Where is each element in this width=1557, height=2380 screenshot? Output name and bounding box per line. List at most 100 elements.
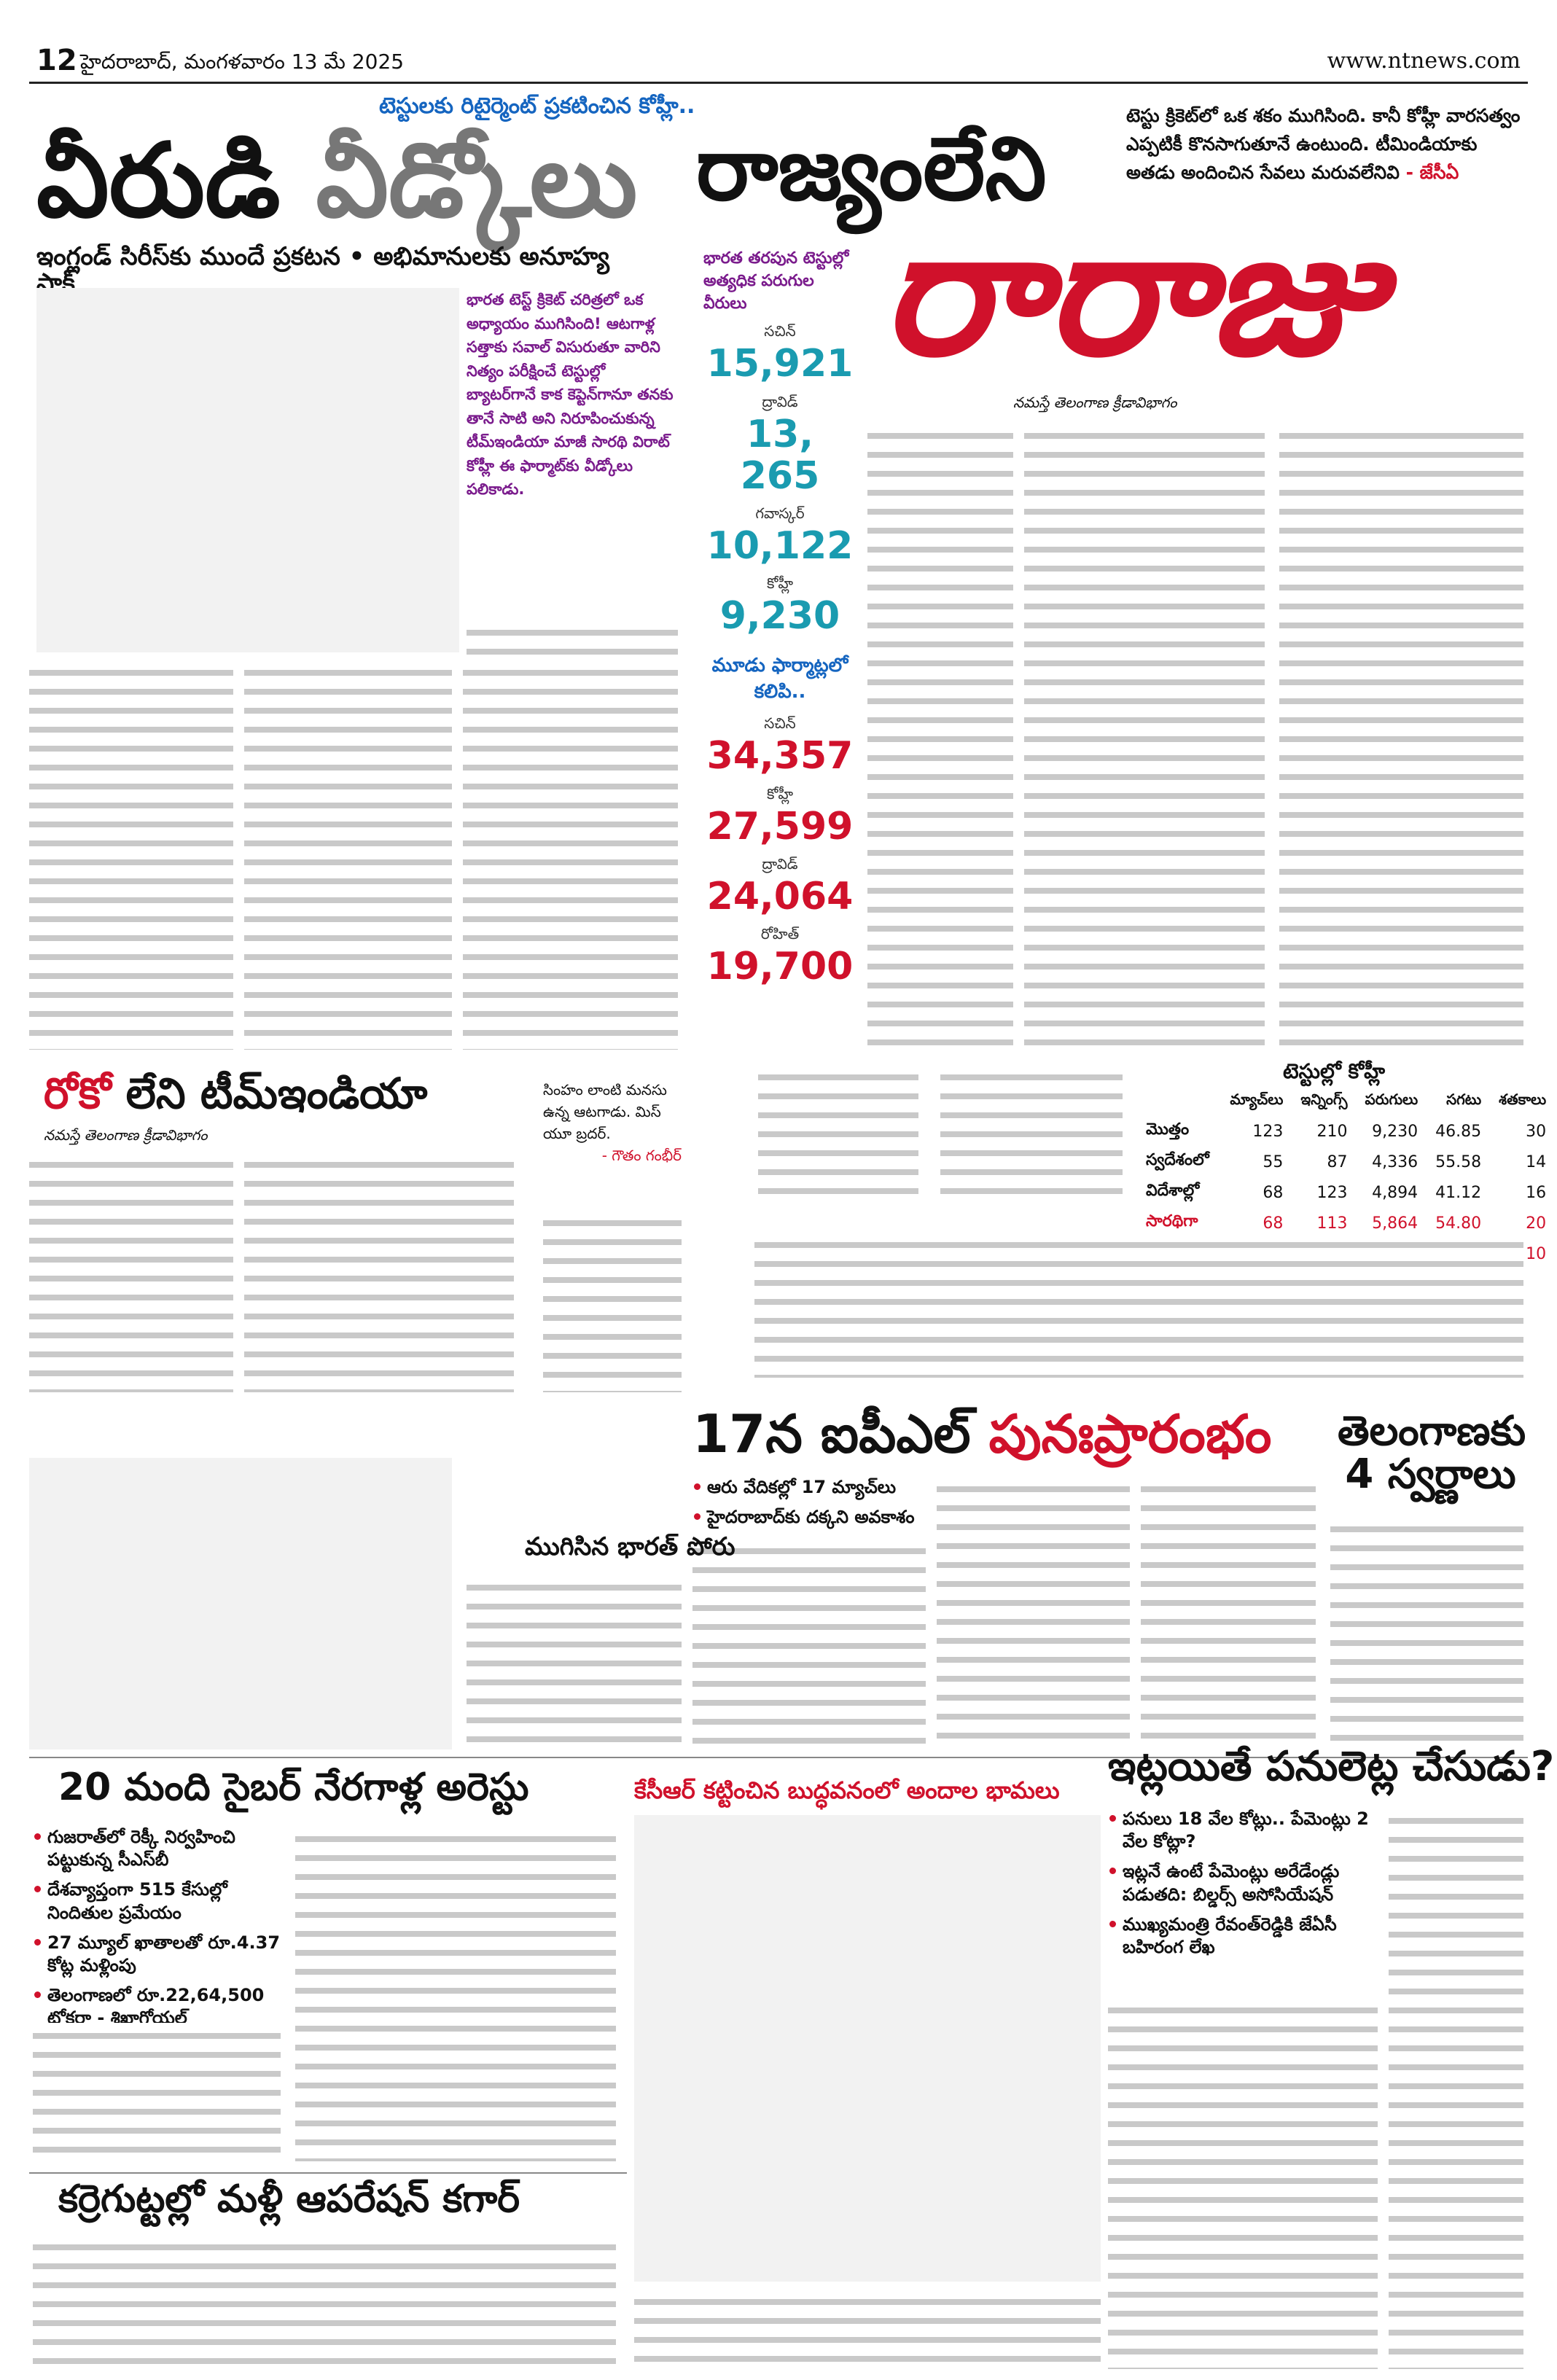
subhead: ఇంగ్లండ్ సిరీస్‌కు ముందే ప్రకటన • అభిమాన… bbox=[36, 242, 609, 297]
photo-area bbox=[29, 1458, 452, 1749]
table-row: మొత్తం 123 210 9,230 46.85 30 bbox=[1137, 1116, 1555, 1147]
body-text bbox=[244, 660, 452, 1050]
stat-runs: 13, 265 bbox=[740, 412, 820, 498]
feature-headline: రారాజు bbox=[882, 190, 1380, 394]
body-text bbox=[1108, 1997, 1378, 2369]
stats-box: భారత తరపున టెస్టుల్లో అత్యధిక పరుగుల వీర… bbox=[703, 248, 856, 988]
column-header: శతకాలు bbox=[1499, 1090, 1547, 1108]
quote-source: - గౌతం గంభీర్ bbox=[601, 1147, 682, 1164]
dateline: హైదరాబాద్, మంగళవారం 13 మే 2025 bbox=[80, 50, 405, 74]
table-cell: 123 bbox=[1252, 1122, 1284, 1141]
bullet: పనులు 18 వేల కోట్లు.. పేమెంట్లు 2 వేల కో… bbox=[1108, 1808, 1381, 1853]
body-text bbox=[467, 1575, 682, 1749]
table-cell: సారథిగా bbox=[1146, 1212, 1198, 1230]
table-cell: 54.80 bbox=[1435, 1214, 1482, 1233]
stat-name: సచిన్ bbox=[764, 322, 796, 340]
lead-intro: భారత టెస్ట్ క్రికెట్ చరిత్రలో ఒక అధ్యాయం… bbox=[467, 291, 674, 499]
bharat-headline: ముగిసిన భారత్ పోరు bbox=[525, 1532, 735, 1561]
body-text bbox=[1024, 423, 1265, 1050]
column-header: ఇన్నింగ్స్ bbox=[1300, 1090, 1348, 1108]
works-bullets: పనులు 18 వేల కోట్లు.. పేమెంట్లు 2 వేల కో… bbox=[1108, 1808, 1381, 1966]
table-cell: 30 bbox=[1526, 1122, 1547, 1141]
stat-runs: 15,921 bbox=[706, 342, 854, 386]
ipl-headline: 17న ఐపీఎల్ పునఃప్రారంభం bbox=[692, 1406, 1271, 1462]
body-text bbox=[1330, 1516, 1523, 1749]
headline-part: లేని టీమ్‌ఇండియా bbox=[125, 1069, 428, 1118]
table-row: స్వదేశంలో 55 87 4,336 55.58 14 bbox=[1137, 1147, 1555, 1177]
table-cell: మొత్తం bbox=[1146, 1120, 1190, 1139]
cyber-headline: 20 మంది సైబర్ నేరగాళ్ల అరెస్టు bbox=[58, 1766, 529, 1809]
stat-name: కోహ్లీ bbox=[766, 574, 794, 593]
table-cell: 20 bbox=[1526, 1214, 1547, 1233]
table-cell: 210 bbox=[1316, 1122, 1348, 1141]
body-text bbox=[1141, 1476, 1316, 1749]
cyber-bullets: గుజరాత్‌లో రెక్కీ నిర్వహించి పట్టుకున్న … bbox=[33, 1826, 284, 2037]
table-cell: 41.12 bbox=[1435, 1183, 1482, 1202]
stat-runs: 9,230 bbox=[719, 594, 840, 639]
body-text bbox=[867, 423, 1013, 1050]
photo-area bbox=[634, 1815, 1101, 2282]
body-text bbox=[467, 620, 678, 656]
byline: నమస్తే తెలంగాణ క్రీడావిభాగం bbox=[44, 1126, 208, 1144]
stat-runs: 34,357 bbox=[706, 734, 854, 779]
lead-headline: వీరుడి వీడ్కోలు bbox=[36, 128, 637, 235]
stat-name: ద్రావిడ్ bbox=[762, 854, 798, 873]
table-cell: 123 bbox=[1316, 1183, 1348, 1202]
body-text bbox=[1279, 423, 1523, 1050]
feature-headline-top: రాజ్యంలేని bbox=[696, 119, 1047, 220]
body-text bbox=[29, 660, 233, 1050]
bullet: హైదరాబాద్‌కు దక్కని అవకాశం bbox=[692, 1506, 926, 1529]
works-headline: ఇట్లయితే పనులెట్ల చేసుడు? bbox=[1108, 1743, 1555, 1790]
bullet: గుజరాత్‌లో రెక్కీ నిర్వహించి పట్టుకున్న … bbox=[33, 1826, 284, 1871]
corner bbox=[1137, 1086, 1221, 1116]
stat-name: సచిన్ bbox=[764, 714, 796, 733]
stats-list: సచిన్ 34,357 కోహ్లీ 27,599 ద్రావిడ్ 24,064 రోహ… bbox=[703, 714, 856, 988]
headline-part: పునఃప్రారంభం bbox=[988, 1403, 1272, 1464]
headline-part: 4 స్వర్ణాలు bbox=[1345, 1450, 1516, 1498]
table-cell: 55 bbox=[1263, 1152, 1284, 1171]
body-text bbox=[463, 660, 678, 1050]
kicker: టెస్టులకు రిటైర్మెంట్ ప్రకటించిన కోహ్లీ.… bbox=[379, 93, 695, 119]
headline-part: 17న ఐపీఎల్ bbox=[692, 1403, 971, 1464]
table-cell: 4,336 bbox=[1372, 1152, 1419, 1171]
body-text bbox=[244, 1152, 514, 1392]
stat-runs: 24,064 bbox=[706, 874, 854, 918]
table-cell: 4,894 bbox=[1372, 1183, 1419, 1202]
body-text bbox=[543, 1210, 682, 1392]
body-text bbox=[1389, 1808, 1523, 2369]
photo-area bbox=[36, 288, 459, 652]
table-cell: 68 bbox=[1263, 1214, 1284, 1233]
table-cell: 55.58 bbox=[1435, 1152, 1482, 1171]
column-header: పరుగులు bbox=[1365, 1090, 1419, 1108]
body-text bbox=[33, 2234, 616, 2369]
table-cell: 113 bbox=[1316, 1214, 1348, 1233]
column-header: సగటు bbox=[1446, 1090, 1482, 1108]
kagar-headline: కర్రెగుట్టల్లో మళ్లీ ఆపరేషన్ కగార్ bbox=[58, 2177, 520, 2221]
table-cell: స్వదేశంలో bbox=[1146, 1151, 1209, 1169]
rule bbox=[29, 2172, 627, 2174]
headline-part: వీరుడి bbox=[36, 122, 281, 241]
table-header: మ్యాచ్‌లు ఇన్నింగ్స్ పరుగులు సగటు శతకాలు bbox=[1137, 1086, 1555, 1116]
stat-name: గవాస్కర్ bbox=[755, 504, 805, 522]
table-cell: 5,864 bbox=[1372, 1214, 1419, 1233]
body-text bbox=[29, 1152, 233, 1392]
body-text bbox=[295, 1826, 616, 2161]
bullet: ఇట్లనే ఉంటే పేమెంట్లు అరేడేండ్లు పడుతది:… bbox=[1108, 1860, 1381, 1905]
body-text bbox=[754, 1232, 1523, 1378]
byline: నమస్తే తెలంగాణ క్రీడావిభాగం bbox=[1013, 394, 1177, 411]
feature-quote: టెస్టు క్రికెట్‌లో ఒక శకం ముగిసింది. కాన… bbox=[1126, 102, 1523, 187]
bullet: ఆరు వేదికల్లో 17 మ్యాచ్‌లు bbox=[692, 1476, 926, 1499]
stat-name: రోహిత్ bbox=[760, 924, 800, 943]
stats-list: సచిన్ 15,921 ద్రావిడ్ 13, 265 గవాస్కర్ 10,122… bbox=[703, 322, 856, 637]
table-cell: 46.85 bbox=[1435, 1122, 1482, 1141]
table-cell: 10 bbox=[1526, 1244, 1547, 1263]
body-text bbox=[634, 2289, 1101, 2369]
table-cell: 68 bbox=[1263, 1183, 1284, 1202]
table-row: విదేశాల్లో 68 123 4,894 41.12 16 bbox=[1137, 1177, 1555, 1208]
column-header: మ్యాచ్‌లు bbox=[1230, 1090, 1284, 1108]
stat-name: కోహ్లీ bbox=[766, 784, 794, 803]
stats-title: మూడు ఫార్మాట్లలో కలిపి.. bbox=[711, 655, 848, 703]
stat-runs: 19,700 bbox=[706, 944, 854, 988]
table-title: టెస్టుల్లో కోహ్లీ bbox=[1283, 1059, 1386, 1083]
